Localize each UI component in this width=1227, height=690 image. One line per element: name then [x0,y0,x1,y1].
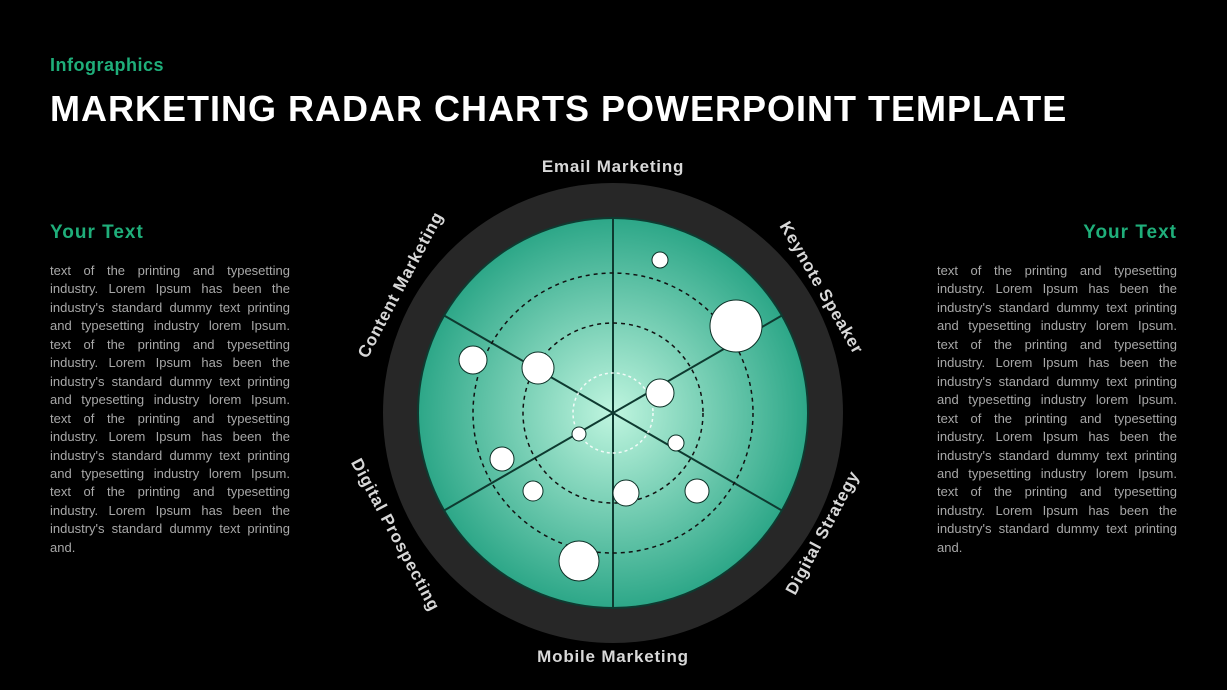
left-text-block: Your Text text of the printing and types… [50,222,290,557]
radar-point [613,480,639,506]
slide-header: Infographics MARKETING RADAR CHARTS POWE… [50,55,1067,130]
radar-point [559,541,599,581]
slide-title: MARKETING RADAR CHARTS POWERPOINT TEMPLA… [50,88,1067,130]
slide-subtitle: Infographics [50,55,1067,76]
radar-chart: Email MarketingKeynote SpeakerDigital St… [383,183,843,643]
left-text-heading: Your Text [50,222,290,244]
radar-point [710,300,762,352]
radar-point [668,435,684,451]
radar-point [523,481,543,501]
right-text-body: text of the printing and typesetting ind… [937,262,1177,557]
left-text-body: text of the printing and typesetting ind… [50,262,290,557]
radar-axis-label: Mobile Marketing [537,647,689,667]
radar-point [685,479,709,503]
radar-svg [383,183,843,643]
radar-point [572,427,586,441]
radar-point [490,447,514,471]
radar-point [459,346,487,374]
radar-axis-label: Email Marketing [542,157,684,177]
radar-point [522,352,554,384]
right-text-block: Your Text text of the printing and types… [937,222,1177,557]
right-text-heading: Your Text [937,222,1177,244]
radar-point [652,252,668,268]
radar-point [646,379,674,407]
